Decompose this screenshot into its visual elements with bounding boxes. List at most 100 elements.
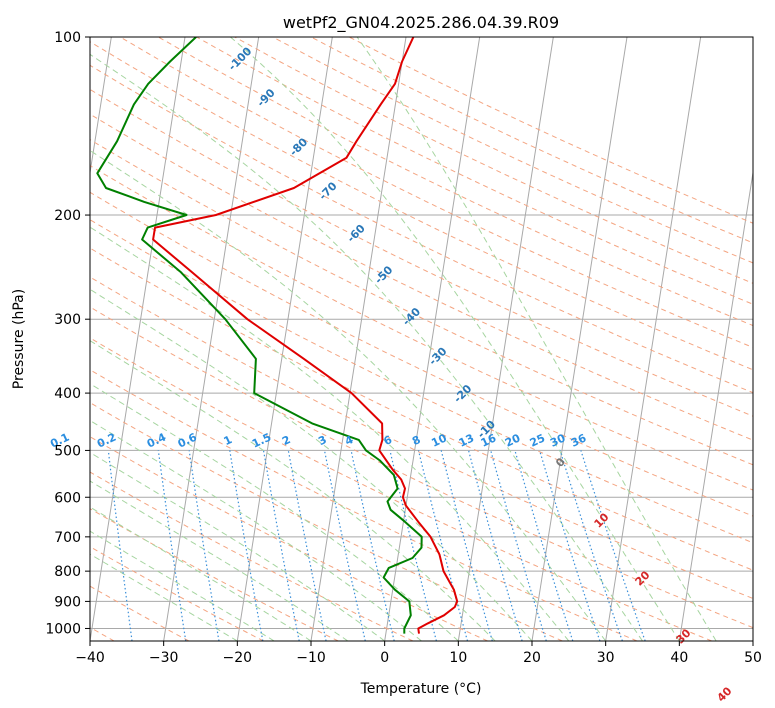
dry-adiabat-label: -40 — [400, 305, 423, 328]
x-axis-label: Temperature (°C) — [360, 681, 482, 697]
moist-adiabat-line — [356, 37, 717, 641]
chart-title: wetPf2_GN04.2025.286.04.39.R09 — [283, 13, 559, 33]
mixing-ratio-line — [389, 450, 437, 641]
x-tick-label: 40 — [670, 650, 688, 666]
x-tick-label: −40 — [75, 650, 105, 666]
dry-adiabat-line — [90, 41, 753, 371]
y-tick-label: 700 — [54, 530, 81, 546]
mixing-ratio-line — [188, 450, 220, 641]
mixing-ratio-line — [107, 450, 133, 641]
mixing-ratio-label: 10 — [429, 431, 449, 449]
moist-adiabat-label: 10 — [592, 510, 612, 530]
y-axis-label: Pressure (hPa) — [11, 289, 27, 389]
mixing-ratio-label: 16 — [479, 431, 499, 449]
isotherm-line — [457, 37, 554, 641]
mixing-ratio-label: 6 — [382, 433, 395, 448]
moist-adiabat-line — [90, 506, 312, 641]
mixing-ratio-line — [350, 450, 395, 641]
moist-adiabat-line — [230, 37, 680, 641]
dry-adiabat-line — [90, 546, 264, 641]
moist-adiabat-line — [90, 288, 533, 641]
moist-adiabat-line — [90, 383, 459, 641]
moist-adiabat-line — [90, 149, 607, 641]
dry-adiabat-label: -90 — [254, 86, 277, 109]
isotherm-line — [384, 37, 481, 641]
dry-adiabat-line — [90, 471, 414, 641]
y-tick-label: 500 — [54, 443, 81, 459]
mixing-ratio-label: 1 — [222, 433, 234, 448]
dry-adiabat-label: -20 — [451, 382, 474, 405]
moist-adiabat-line — [90, 553, 238, 641]
y-tick-label: 1000 — [45, 621, 81, 637]
isotherm-line — [678, 169, 753, 641]
mixing-ratio-label: 20 — [503, 431, 523, 449]
mixing-ratio-line — [417, 450, 469, 641]
moist-adiabat-label: 30 — [674, 626, 694, 646]
background-lines — [90, 37, 753, 641]
y-tick-label: 400 — [54, 386, 81, 402]
mixing-ratio-label: 3 — [316, 433, 328, 448]
temperature-line — [152, 37, 459, 634]
dry-adiabat-line — [90, 113, 753, 441]
isotherm-line — [163, 37, 260, 641]
x-tick-label: −30 — [149, 650, 179, 666]
x-tick-label: 10 — [449, 650, 467, 666]
moist-adiabat-line — [90, 480, 349, 641]
dry-adiabat-label: -60 — [345, 222, 368, 245]
dry-adiabat-line — [234, 37, 753, 284]
mixing-ratio-label: 0.2 — [95, 431, 118, 451]
dry-adiabat-line — [119, 37, 753, 349]
moist-adiabat-line — [90, 226, 570, 641]
profile-lines — [96, 37, 459, 634]
plot-area — [90, 37, 753, 641]
mixing-ratio-label: 30 — [548, 431, 568, 449]
dry-adiabat-line — [90, 191, 753, 517]
mixing-ratio-line — [514, 450, 574, 641]
x-tick-label: 0 — [380, 650, 389, 666]
y-tick-label: 800 — [54, 564, 81, 580]
mixing-ratio-label: 36 — [569, 431, 589, 449]
dry-adiabat-line — [90, 508, 339, 641]
dry-adiabat-line — [90, 276, 753, 600]
dry-adiabat-line — [90, 337, 712, 641]
dry-adiabat-line — [90, 139, 753, 466]
y-tick-label: 600 — [54, 490, 81, 506]
mixing-ratio-label: 2 — [280, 433, 292, 448]
mixing-ratio-line — [157, 450, 187, 641]
dry-adiabat-line — [196, 37, 753, 305]
moist-adiabat-line — [90, 53, 643, 641]
mixing-ratio-line — [490, 450, 547, 641]
isotherm-line — [90, 37, 186, 641]
dry-adiabat-line — [90, 247, 753, 571]
dewpoint-line — [96, 37, 423, 634]
dry-adiabat-line — [90, 164, 753, 491]
x-tick-label: −10 — [296, 650, 326, 666]
y-tick-label: 200 — [54, 208, 81, 224]
isotherm-line — [752, 637, 753, 641]
mixing-ratio-line — [468, 450, 523, 641]
mixing-ratio-line — [559, 450, 623, 641]
dry-adiabat-line — [90, 88, 753, 417]
isotherm-line — [605, 37, 702, 641]
mixing-ratio-label: 8 — [410, 433, 422, 448]
mixing-ratio-line — [323, 450, 366, 641]
dry-adiabat-line — [90, 585, 190, 641]
isotherm-line — [90, 37, 112, 176]
moist-adiabat-line — [90, 530, 275, 641]
plot-frame — [89, 36, 754, 642]
y-tick-label: 900 — [54, 594, 81, 610]
mixing-ratio-line — [440, 450, 493, 641]
mixing-ratio-line — [229, 450, 264, 641]
dry-adiabat-line — [348, 37, 753, 224]
line-labels: 0.1 0.2 0.4 0.6 1 1.5 2 3 4 6 8 10 13 16 20 25 30 36-100-… — [48, 44, 735, 704]
dry-adiabat-line — [90, 436, 488, 641]
isotherm-line — [531, 37, 628, 641]
x-tick-label: 50 — [744, 650, 762, 666]
moist-adiabat-line — [90, 451, 385, 641]
moist-adiabat-line — [90, 340, 496, 641]
mixing-ratio-label: 25 — [528, 432, 547, 450]
mixing-ratio-line — [539, 450, 601, 641]
dry-adiabat-label: -70 — [316, 179, 339, 202]
x-tick-label: 20 — [523, 650, 541, 666]
